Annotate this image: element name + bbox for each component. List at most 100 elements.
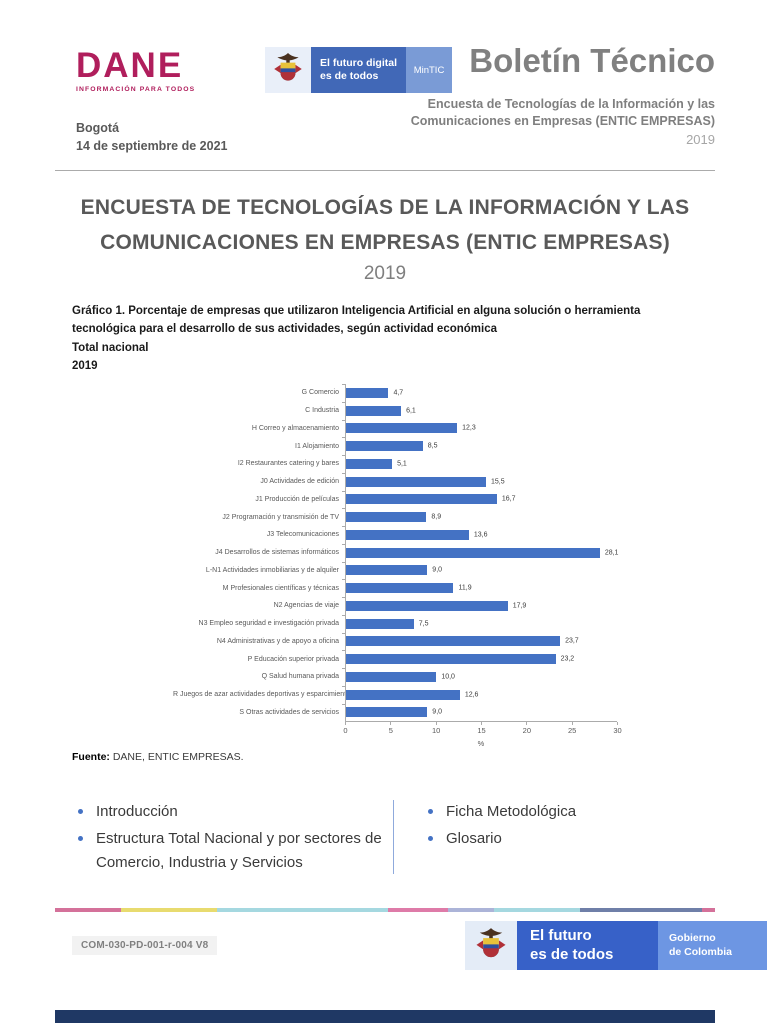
bar <box>346 600 508 611</box>
mintic-logo: El futuro digital es de todos MinTIC <box>265 47 452 93</box>
chart-row: L-N1 Actividades inmobiliarias y de alqu… <box>173 561 617 580</box>
value-label: 7,5 <box>418 620 429 628</box>
page-title-year: 2019 <box>363 263 407 285</box>
bullet-icon <box>428 809 433 814</box>
bar-track: 8,5 <box>345 437 617 455</box>
bar <box>346 423 458 434</box>
category-label: N4 Administrativas y de apoyo a oficina <box>216 637 339 645</box>
value-label: 5,1 <box>397 460 407 468</box>
bar-track: 12,3 <box>345 419 617 438</box>
chart-row: M Profesionales científicas y técnicas 11… <box>173 579 617 597</box>
category-label: M Profesionales científicas y técnicas <box>222 584 339 592</box>
bar <box>346 583 454 594</box>
chart-x-axis-label: % <box>477 739 485 749</box>
category-label: N3 Empleo seguridad e investigación priv… <box>198 620 339 628</box>
strip-segment <box>701 908 715 912</box>
doc-type-title: Boletín Técnico <box>469 42 715 79</box>
category-label: R Juegos de azar actividades deportivas … <box>173 691 351 699</box>
bar-track: 7,5 <box>345 614 617 633</box>
chart-row: N2 Agencias de viaje 17,9 <box>173 597 617 615</box>
strip-segment <box>55 908 121 912</box>
value-label: 6,1 <box>406 407 416 415</box>
x-axis-tick: 20 <box>523 722 531 735</box>
survey-year: 2019 <box>686 131 715 147</box>
chart-row: J1 Producción de películas 16,7 <box>173 490 617 509</box>
chart-row: R Juegos de azar actividades deportivas … <box>173 685 617 704</box>
toc-item-introduccion[interactable]: Introducción <box>78 800 388 823</box>
chart-x-axis: 0 5 10 15 20 25 30 <box>343 721 622 737</box>
chart-row: P Educación superior privada 23,2 <box>173 650 617 668</box>
category-label: I2 Restaurantes catering y bares <box>237 460 339 468</box>
bar <box>346 547 600 558</box>
category-label: C Industria <box>305 407 339 415</box>
bar-chart: G Comercio 4,7 C Industria 6,1 H Correo y al… <box>173 384 622 749</box>
survey-header: Encuesta de Tecnologías de la Informació… <box>370 96 715 147</box>
bar <box>346 654 556 665</box>
gov-brand-line2: de Colombia <box>669 945 733 958</box>
x-axis-tick: 15 <box>477 722 486 735</box>
bar <box>346 636 561 647</box>
chart-row: S Otras actividades de servicios 9,0 <box>173 703 617 722</box>
toc-item-estructura[interactable]: Estructura Total Nacional y por sectores… <box>78 827 388 874</box>
chart-row: N3 Empleo seguridad e investigación priv… <box>173 614 617 633</box>
footer-bottom-bar <box>55 1010 715 1023</box>
value-label: 4,7 <box>393 389 404 397</box>
document-code: COM-030-PD-001-r-004 V8 <box>72 936 218 955</box>
value-label: 15,5 <box>491 478 505 486</box>
bar-track: 28,1 <box>345 543 618 562</box>
bar-track: 11,9 <box>345 579 617 597</box>
bar-track: 10,0 <box>345 668 617 686</box>
toc-item-ficha-metodologica[interactable]: Ficha Metodológica <box>428 800 698 823</box>
dane-logo: DANE INFORMACIÓN PARA TODOS <box>76 48 195 93</box>
bar-track: 23,2 <box>345 650 617 668</box>
bar-track: 8,9 <box>345 508 617 526</box>
category-label: J1 Producción de películas <box>255 495 339 503</box>
toc-item-glosario[interactable]: Glosario <box>428 827 698 850</box>
value-label: 17,9 <box>512 602 527 610</box>
toc-left-column: Introducción Estructura Total Nacional y… <box>78 800 388 878</box>
x-axis-tick-label: 30 <box>613 726 622 736</box>
mintic-slogan: El futuro digital es de todos <box>311 47 406 93</box>
category-label: H Correo y almacenamiento <box>251 424 339 432</box>
bar <box>346 529 469 540</box>
mintic-slogan-line2: es de todos <box>320 70 379 82</box>
date: 14 de septiembre de 2021 <box>76 139 228 154</box>
chart-row: N4 Administrativas y de apoyo a oficina 2… <box>173 632 617 651</box>
coat-of-arms-icon <box>476 927 506 957</box>
bar <box>346 565 428 576</box>
strip-segment <box>388 908 448 912</box>
x-axis-tick-label: 0 <box>343 726 348 736</box>
gov-logo-brand: Gobierno de Colombia <box>658 921 767 970</box>
strip-segment <box>121 908 217 912</box>
chart-row: J4 Desarrollos de sistemas informáticos 2… <box>173 543 618 562</box>
x-axis-tick-label: 20 <box>522 726 531 736</box>
bullet-icon <box>78 836 83 842</box>
bar-track: 9,0 <box>345 561 617 580</box>
bar <box>346 458 393 469</box>
value-label: 11,9 <box>458 584 472 592</box>
value-label: 9,0 <box>432 708 443 716</box>
city: Bogotá <box>76 121 120 135</box>
gov-brand-line1: Gobierno <box>669 931 716 944</box>
bar-track: 13,6 <box>345 526 617 544</box>
category-label: J0 Actividades de edición <box>260 478 339 486</box>
coat-of-arms-icon <box>274 53 302 81</box>
bar-track: 4,7 <box>345 384 617 402</box>
bar-track: 23,7 <box>345 632 617 651</box>
survey-title: Encuesta de Tecnologías de la Informació… <box>410 97 715 128</box>
chart-heading: Gráfico 1. Porcentaje de empresas que ut… <box>72 302 690 376</box>
dane-logo-tagline: INFORMACIÓN PARA TODOS <box>76 86 196 93</box>
bar-track: 6,1 <box>345 401 617 420</box>
category-label: Q Salud humana privada <box>261 673 339 681</box>
bar <box>346 512 427 523</box>
x-axis-tick: 25 <box>568 722 576 735</box>
category-label: J3 Telecomunicaciones <box>266 531 339 539</box>
x-axis-tick-label: 15 <box>477 726 486 736</box>
strip-segment <box>447 908 494 912</box>
x-axis-tick-label: 5 <box>388 726 393 736</box>
source-note: Fuente: DANE, ENTIC EMPRESAS. <box>72 751 244 763</box>
bar <box>346 441 423 452</box>
colombia-coat-of-arms-icon <box>465 921 517 970</box>
bar <box>346 689 460 700</box>
